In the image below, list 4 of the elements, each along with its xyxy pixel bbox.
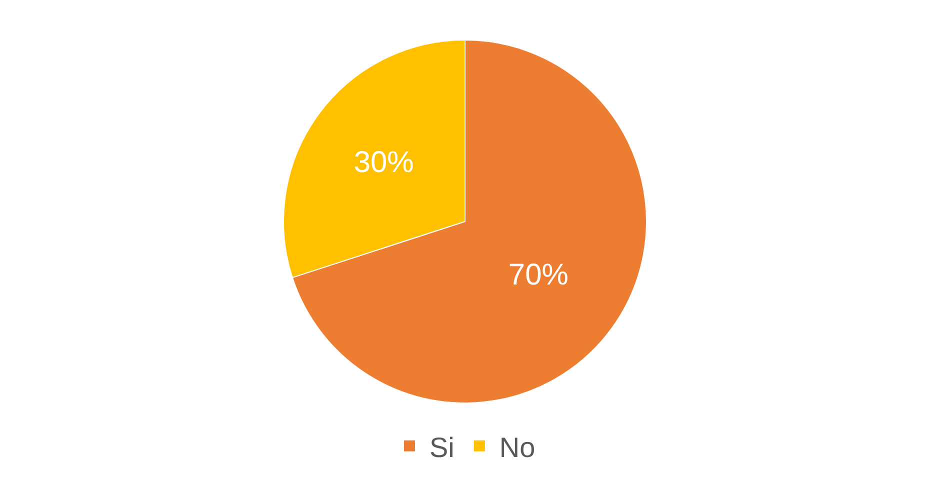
data-label: 30% [354,146,414,180]
legend-label: Si [430,432,454,463]
legend-label: No [499,432,536,463]
data-label: 70% [508,258,568,292]
